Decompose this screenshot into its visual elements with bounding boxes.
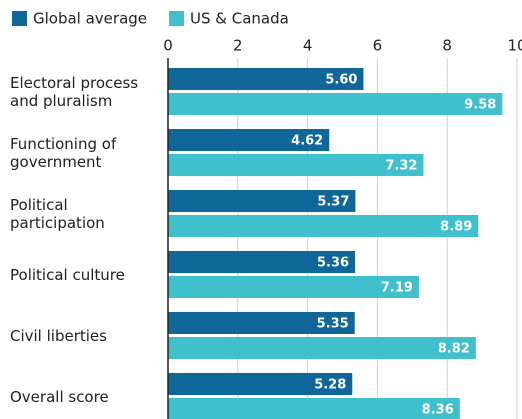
x-tick-label: 8 [442,37,452,55]
category-label: Political culture [10,266,125,284]
bar [168,312,355,334]
bar [168,398,460,419]
legend-swatch [169,11,185,26]
category-label: Political participation [10,196,105,232]
bar [168,251,356,273]
value-label: 5.60 [325,73,357,88]
category-label: Overall score [10,388,109,406]
bar [168,373,353,395]
value-label: 5.35 [317,317,349,332]
bar [168,68,364,90]
value-label: 8.36 [422,403,454,418]
bar [168,93,503,115]
category-label: Civil liberties [10,327,107,345]
legend-swatch [12,11,27,26]
x-tick-label: 10 [507,37,522,55]
bar [168,337,476,359]
bar [168,215,479,237]
value-label: 5.36 [317,256,349,271]
legend-label: Global average [33,10,147,28]
bar [168,276,419,298]
value-label: 8.82 [438,342,470,357]
value-label: 9.58 [464,98,496,113]
value-label: 8.89 [440,220,472,235]
x-tick-label: 0 [163,37,173,55]
legend-label: US & Canada [190,10,289,28]
x-tick-label: 4 [303,37,313,55]
value-label: 7.32 [385,159,417,174]
bar [168,129,330,151]
value-label: 5.37 [317,195,349,210]
bar [168,190,356,212]
category-label: Electoral process and pluralism [10,74,139,110]
x-tick-label: 6 [373,37,383,55]
value-label: 5.28 [314,378,346,393]
value-label: 4.62 [291,134,323,149]
value-label: 7.19 [381,281,413,296]
x-tick-label: 2 [233,37,243,55]
category-label: Functioning of government [10,135,117,171]
bar [168,154,424,176]
